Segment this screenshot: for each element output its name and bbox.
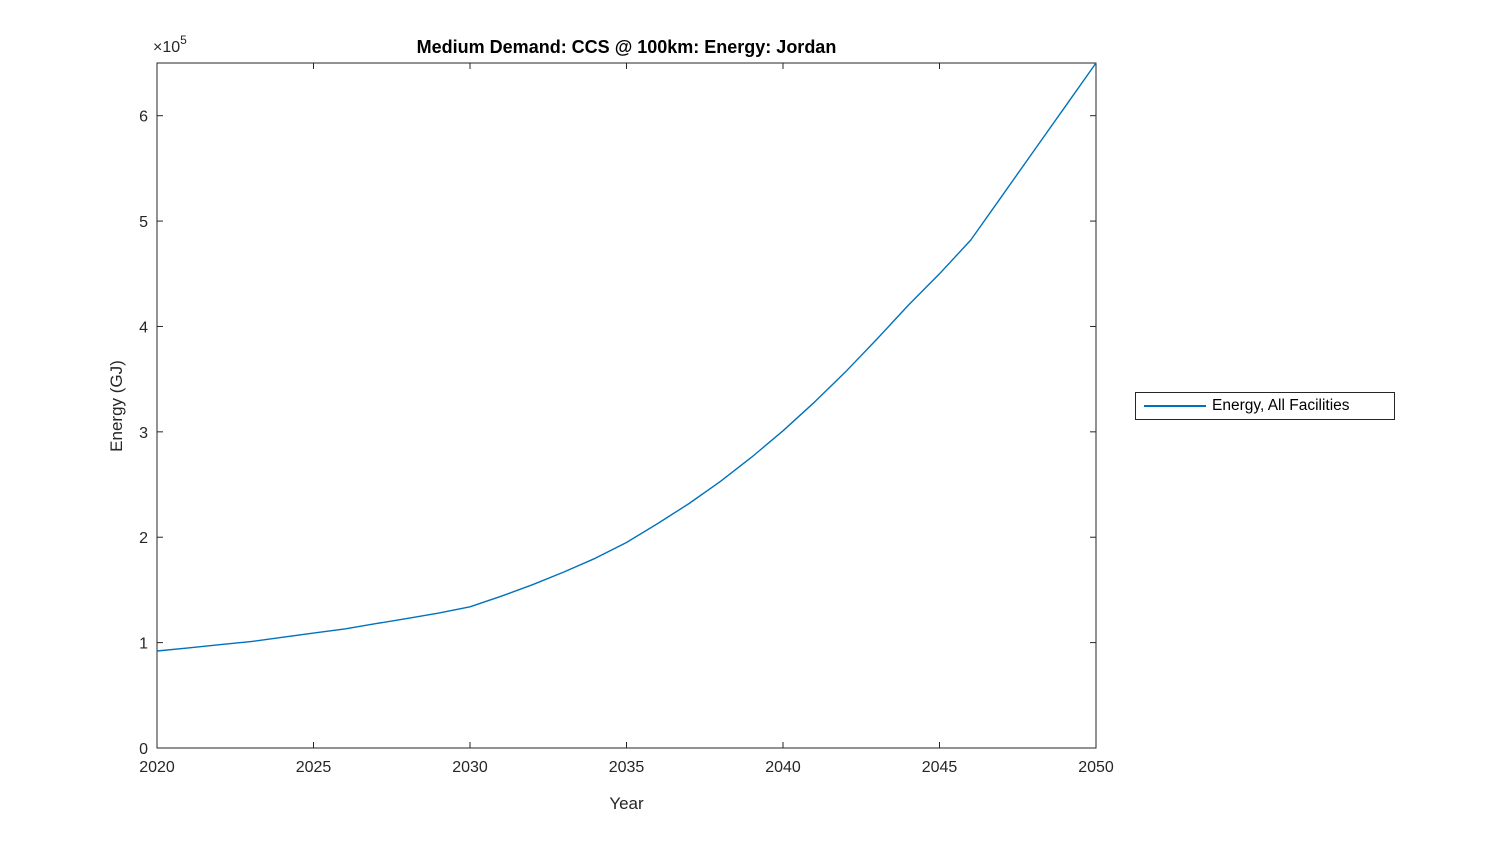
legend-line-sample-icon xyxy=(1144,405,1206,407)
x-tick-label-2045: 2045 xyxy=(922,759,958,776)
x-axis-label: Year xyxy=(609,794,644,813)
y-tick-label-3: 3 xyxy=(139,425,148,442)
chart-title: Medium Demand: CCS @ 100km: Energy: Jord… xyxy=(417,37,837,57)
y-tick-label-5: 5 xyxy=(139,214,148,231)
energy-series-line xyxy=(156,62,1097,652)
x-tick-label-2040: 2040 xyxy=(765,759,801,776)
plot-area: 2020 2025 2030 2035 2040 2045 2050 0 1 2 3 4 5 6 xyxy=(139,62,1114,776)
axes-box xyxy=(156,62,1097,749)
y-tick-label-2: 2 xyxy=(139,530,148,547)
x-tick-label-2020: 2020 xyxy=(139,759,175,776)
y-axis-exponent-power: 5 xyxy=(180,33,187,47)
legend-entry-label: Energy, All Facilities xyxy=(1212,397,1350,414)
x-tick-label-2030: 2030 xyxy=(452,759,488,776)
x-tick-label-2035: 2035 xyxy=(609,759,645,776)
y-axis-exponent: ×105 xyxy=(153,33,187,56)
y-axis-exponent-base: ×10 xyxy=(153,39,180,56)
legend: Energy, All Facilities xyxy=(1135,392,1395,420)
y-axis-label: Energy (GJ) xyxy=(107,360,126,452)
x-tick-label-2050: 2050 xyxy=(1078,759,1114,776)
y-tick-label-0: 0 xyxy=(139,741,148,758)
y-tick-label-4: 4 xyxy=(139,319,148,336)
y-tick-label-1: 1 xyxy=(139,636,148,653)
y-tick-label-6: 6 xyxy=(139,109,148,126)
x-tick-label-2025: 2025 xyxy=(296,759,332,776)
